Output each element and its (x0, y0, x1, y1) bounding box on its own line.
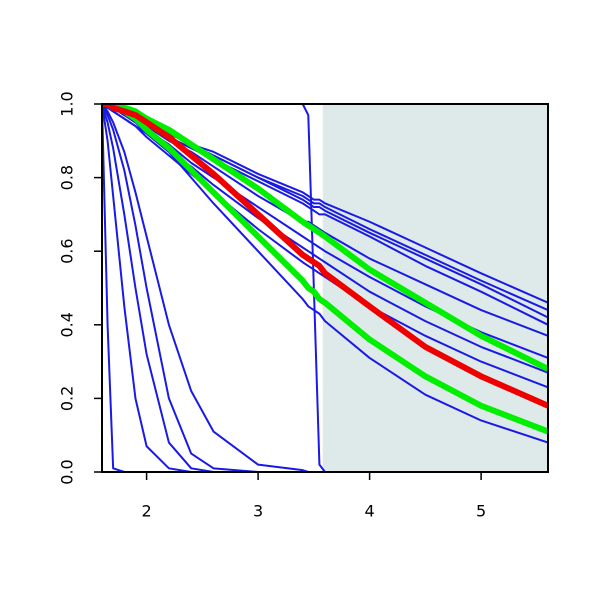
x-tick-label: 4 (365, 502, 375, 521)
y-tick-label: 0.6 (58, 238, 77, 263)
series-line (102, 104, 548, 472)
series-line (102, 104, 548, 359)
series-line (102, 104, 548, 409)
plot-frame (101, 103, 549, 473)
y-tick-label: 0.0 (58, 459, 77, 484)
y-tick-label: 0.2 (58, 386, 77, 411)
series-line (102, 104, 548, 372)
x-tick-label: 3 (253, 502, 263, 521)
series-line (102, 104, 548, 472)
y-tick-label: 1.0 (58, 91, 77, 116)
plot-area (102, 104, 548, 472)
series-line (102, 104, 548, 472)
x-tick-label: 2 (142, 502, 152, 521)
y-tick-label: 0.8 (58, 165, 77, 190)
series-line (102, 104, 548, 472)
y-tick-label: 0.4 (58, 312, 77, 337)
x-tick-label: 5 (476, 502, 486, 521)
